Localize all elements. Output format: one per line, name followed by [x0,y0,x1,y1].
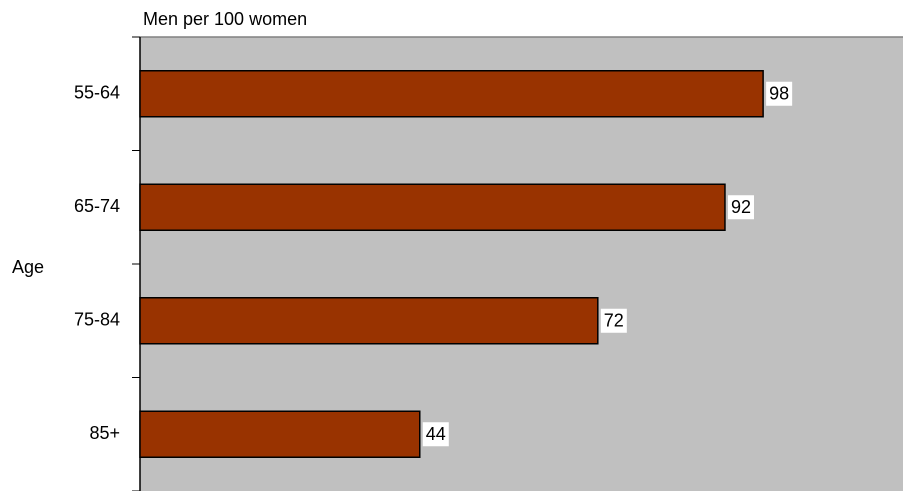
chart-title: Men per 100 women [143,9,307,29]
data-label-bg [766,81,793,106]
y-tick-label: 85+ [89,423,120,443]
data-label: 72 [604,311,624,331]
y-tick-label: 75-84 [74,310,120,330]
data-label-bg [600,308,627,333]
data-label-bg [422,422,449,447]
y-tick-label: 65-74 [74,196,120,216]
y-axis-label: Age [12,257,44,277]
y-tick-label: 55-64 [74,83,120,103]
data-label: 92 [731,197,751,217]
bar [139,70,764,118]
data-label: 44 [426,424,446,444]
bar [139,183,726,231]
data-label-bg [727,195,754,220]
bar [139,410,421,458]
bar [139,297,599,345]
data-label: 98 [769,84,789,104]
